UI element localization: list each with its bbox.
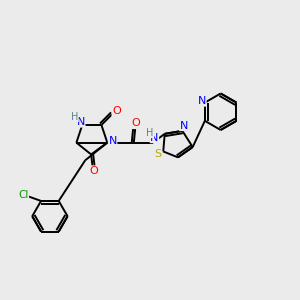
Text: Cl: Cl [18,190,28,200]
Text: H: H [146,128,154,138]
Text: S: S [154,149,161,159]
Text: N: N [198,96,206,106]
Text: N: N [180,121,188,130]
Text: N: N [108,136,117,146]
Text: O: O [90,166,98,176]
Text: O: O [112,106,121,116]
Text: H: H [71,112,78,122]
Text: O: O [132,118,140,128]
Text: N: N [76,117,85,127]
Text: N: N [150,133,159,142]
